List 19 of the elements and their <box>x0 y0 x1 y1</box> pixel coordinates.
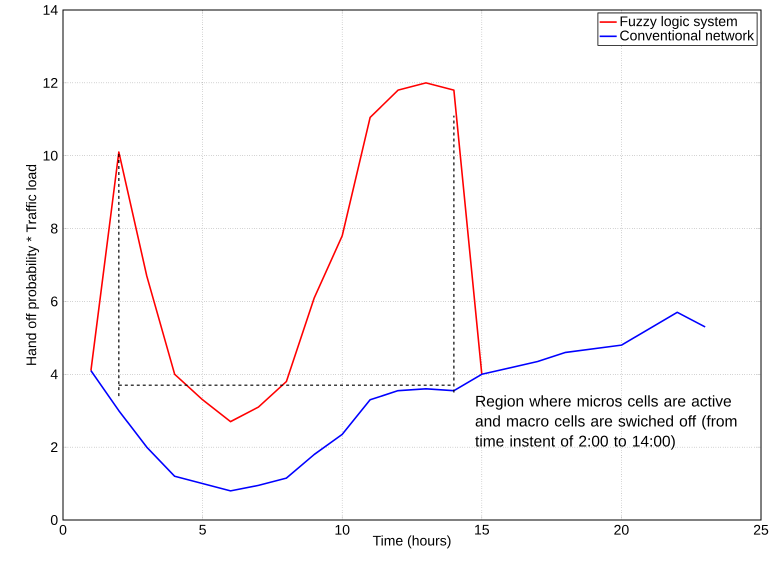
y-tick-label: 10 <box>44 150 58 161</box>
x-tick-label: 15 <box>475 524 490 535</box>
x-axis-title: Time (hours) <box>372 535 451 548</box>
y-tick-label: 8 <box>50 224 58 234</box>
annotation: Region where micros cells are active and macro cells are swiched off (from time instent of 2:00 to 14:00) <box>475 395 736 450</box>
y-tick-label: 0 <box>50 515 58 525</box>
y-axis-title: Hand off probability * Traffic load <box>26 164 40 365</box>
x-tick-label: 25 <box>754 524 768 535</box>
y-tick-label: 2 <box>51 442 58 452</box>
x-tick-label: 20 <box>614 524 629 535</box>
x-tick-label: 5 <box>199 524 206 535</box>
legend-label: Fuzzy logic system <box>620 16 737 29</box>
x-tick-label: 10 <box>335 524 350 535</box>
y-tick-label: 6 <box>51 296 58 306</box>
y-tick-label: 12 <box>44 78 58 88</box>
y-tick-label: 14 <box>44 5 58 15</box>
y-tick-label: 4 <box>50 369 58 380</box>
legend-label: Conventional network <box>620 30 754 40</box>
x-tick-label: 0 <box>60 524 66 535</box>
